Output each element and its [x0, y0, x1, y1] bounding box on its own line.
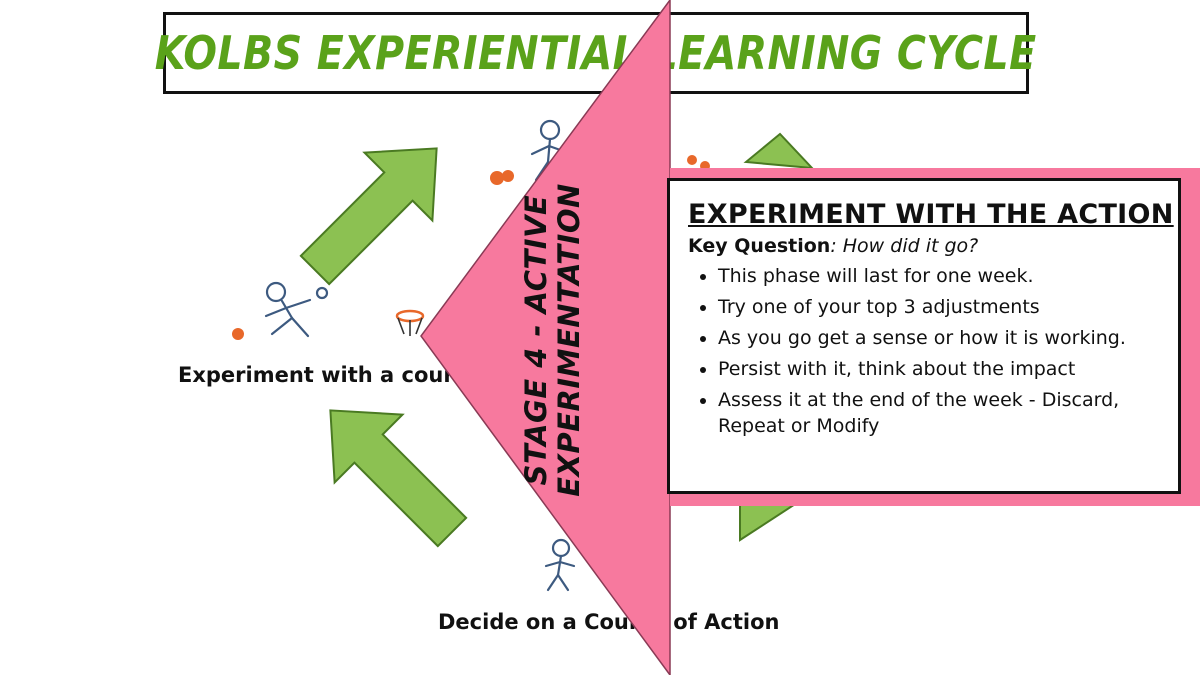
ball-icon: [490, 171, 504, 185]
slide-title: Kolbs Experiential Learning Cycle: [155, 26, 1037, 80]
ball-icon: [687, 155, 697, 165]
cycle-arrow-icon: [743, 132, 815, 170]
list-item: As you go get a sense or how it is worki…: [718, 325, 1164, 351]
list-item: Assess it at the end of the week - Disca…: [718, 387, 1164, 439]
key-question: Key Question: How did it go?: [688, 235, 1164, 257]
card-heading: EXPERIMENT WITH THE ACTION: [688, 199, 1174, 230]
bullet-list: This phase will last for one week. Try o…: [688, 263, 1164, 439]
basket-icon: [395, 309, 425, 336]
ball-icon: [502, 170, 514, 182]
ball-icon: [232, 328, 244, 340]
cycle-arrow-icon: [299, 147, 438, 286]
list-item: Persist with it, think about the impact: [718, 356, 1164, 382]
cycle-label-bottom: Decide on a Course of Action: [438, 610, 780, 634]
key-question-label: Key Question: [688, 235, 831, 257]
stage-label: Stage 4 - Active Experimentation: [519, 183, 586, 497]
key-question-text: : How did it go?: [830, 235, 979, 257]
title-box: Kolbs Experiential Learning Cycle: [155, 12, 1036, 94]
cycle-arrow-icon: [329, 409, 468, 548]
info-card: EXPERIMENT WITH THE ACTION Key Question:…: [667, 178, 1181, 494]
stick-figure-icon: [264, 281, 329, 338]
list-item: Try one of your top 3 adjustments: [718, 294, 1164, 320]
stick-figure-icon: [544, 538, 576, 592]
list-item: This phase will last for one week.: [718, 263, 1164, 289]
